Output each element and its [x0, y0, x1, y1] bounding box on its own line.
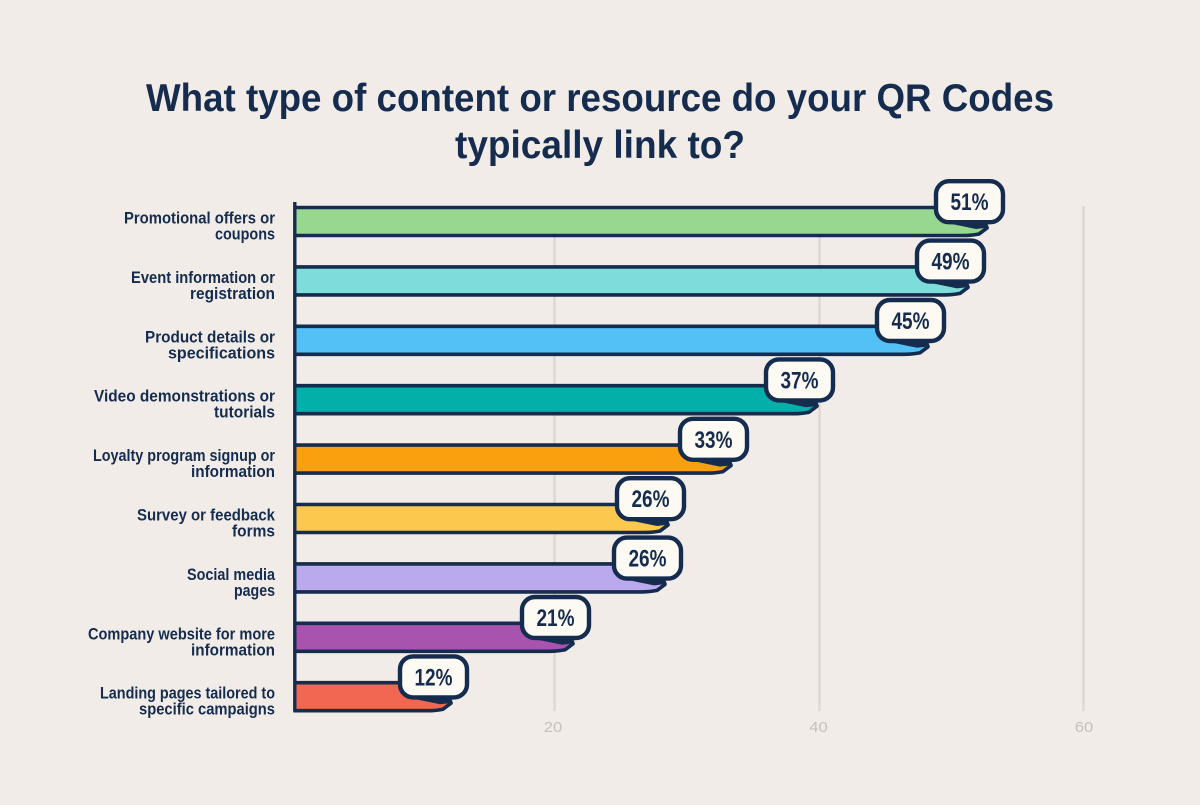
svg-text:Survey or feedback: Survey or feedback: [137, 507, 276, 525]
svg-text:Company website for more: Company website for more: [88, 625, 275, 643]
svg-text:Video demonstrations or: Video demonstrations or: [94, 388, 276, 406]
svg-text:40: 40: [809, 719, 828, 736]
svg-text:forms: forms: [232, 523, 275, 541]
svg-text:37%: 37%: [781, 367, 819, 394]
svg-text:33%: 33%: [695, 427, 733, 454]
svg-text:typically link to?: typically link to?: [455, 124, 745, 167]
svg-text:12%: 12%: [415, 664, 453, 691]
svg-text:60: 60: [1075, 719, 1094, 736]
svg-text:26%: 26%: [629, 546, 667, 573]
svg-text:Social media: Social media: [187, 566, 276, 584]
svg-text:49%: 49%: [932, 249, 970, 276]
svg-text:45%: 45%: [892, 308, 930, 335]
svg-text:tutorials: tutorials: [214, 404, 275, 422]
svg-text:registration: registration: [190, 285, 275, 303]
svg-text:Loyalty program signup or: Loyalty program signup or: [93, 447, 275, 465]
svg-text:51%: 51%: [951, 189, 989, 216]
svg-text:Landing pages tailored to: Landing pages tailored to: [100, 685, 275, 703]
svg-text:26%: 26%: [632, 486, 670, 513]
svg-text:Promotional offers or: Promotional offers or: [124, 210, 276, 228]
svg-text:Event information or: Event information or: [131, 269, 276, 287]
svg-text:coupons: coupons: [215, 226, 275, 244]
svg-text:Product details or: Product details or: [145, 328, 276, 346]
svg-text:20: 20: [544, 719, 563, 736]
svg-text:21%: 21%: [537, 605, 575, 632]
svg-text:specific campaigns: specific campaigns: [139, 701, 275, 719]
svg-text:information: information: [191, 641, 275, 659]
svg-text:What type of content or resour: What type of content or resource do your…: [146, 77, 1054, 120]
svg-text:specifications: specifications: [168, 344, 275, 362]
svg-text:pages: pages: [234, 582, 275, 600]
svg-text:information: information: [191, 463, 275, 481]
